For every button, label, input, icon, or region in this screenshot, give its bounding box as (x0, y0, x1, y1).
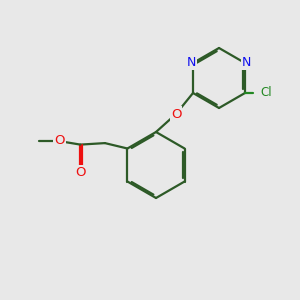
Text: Cl: Cl (261, 86, 272, 100)
Text: N: N (187, 56, 196, 69)
Text: O: O (54, 134, 64, 147)
Text: N: N (242, 56, 251, 69)
Text: O: O (75, 166, 86, 179)
Text: O: O (171, 107, 181, 121)
